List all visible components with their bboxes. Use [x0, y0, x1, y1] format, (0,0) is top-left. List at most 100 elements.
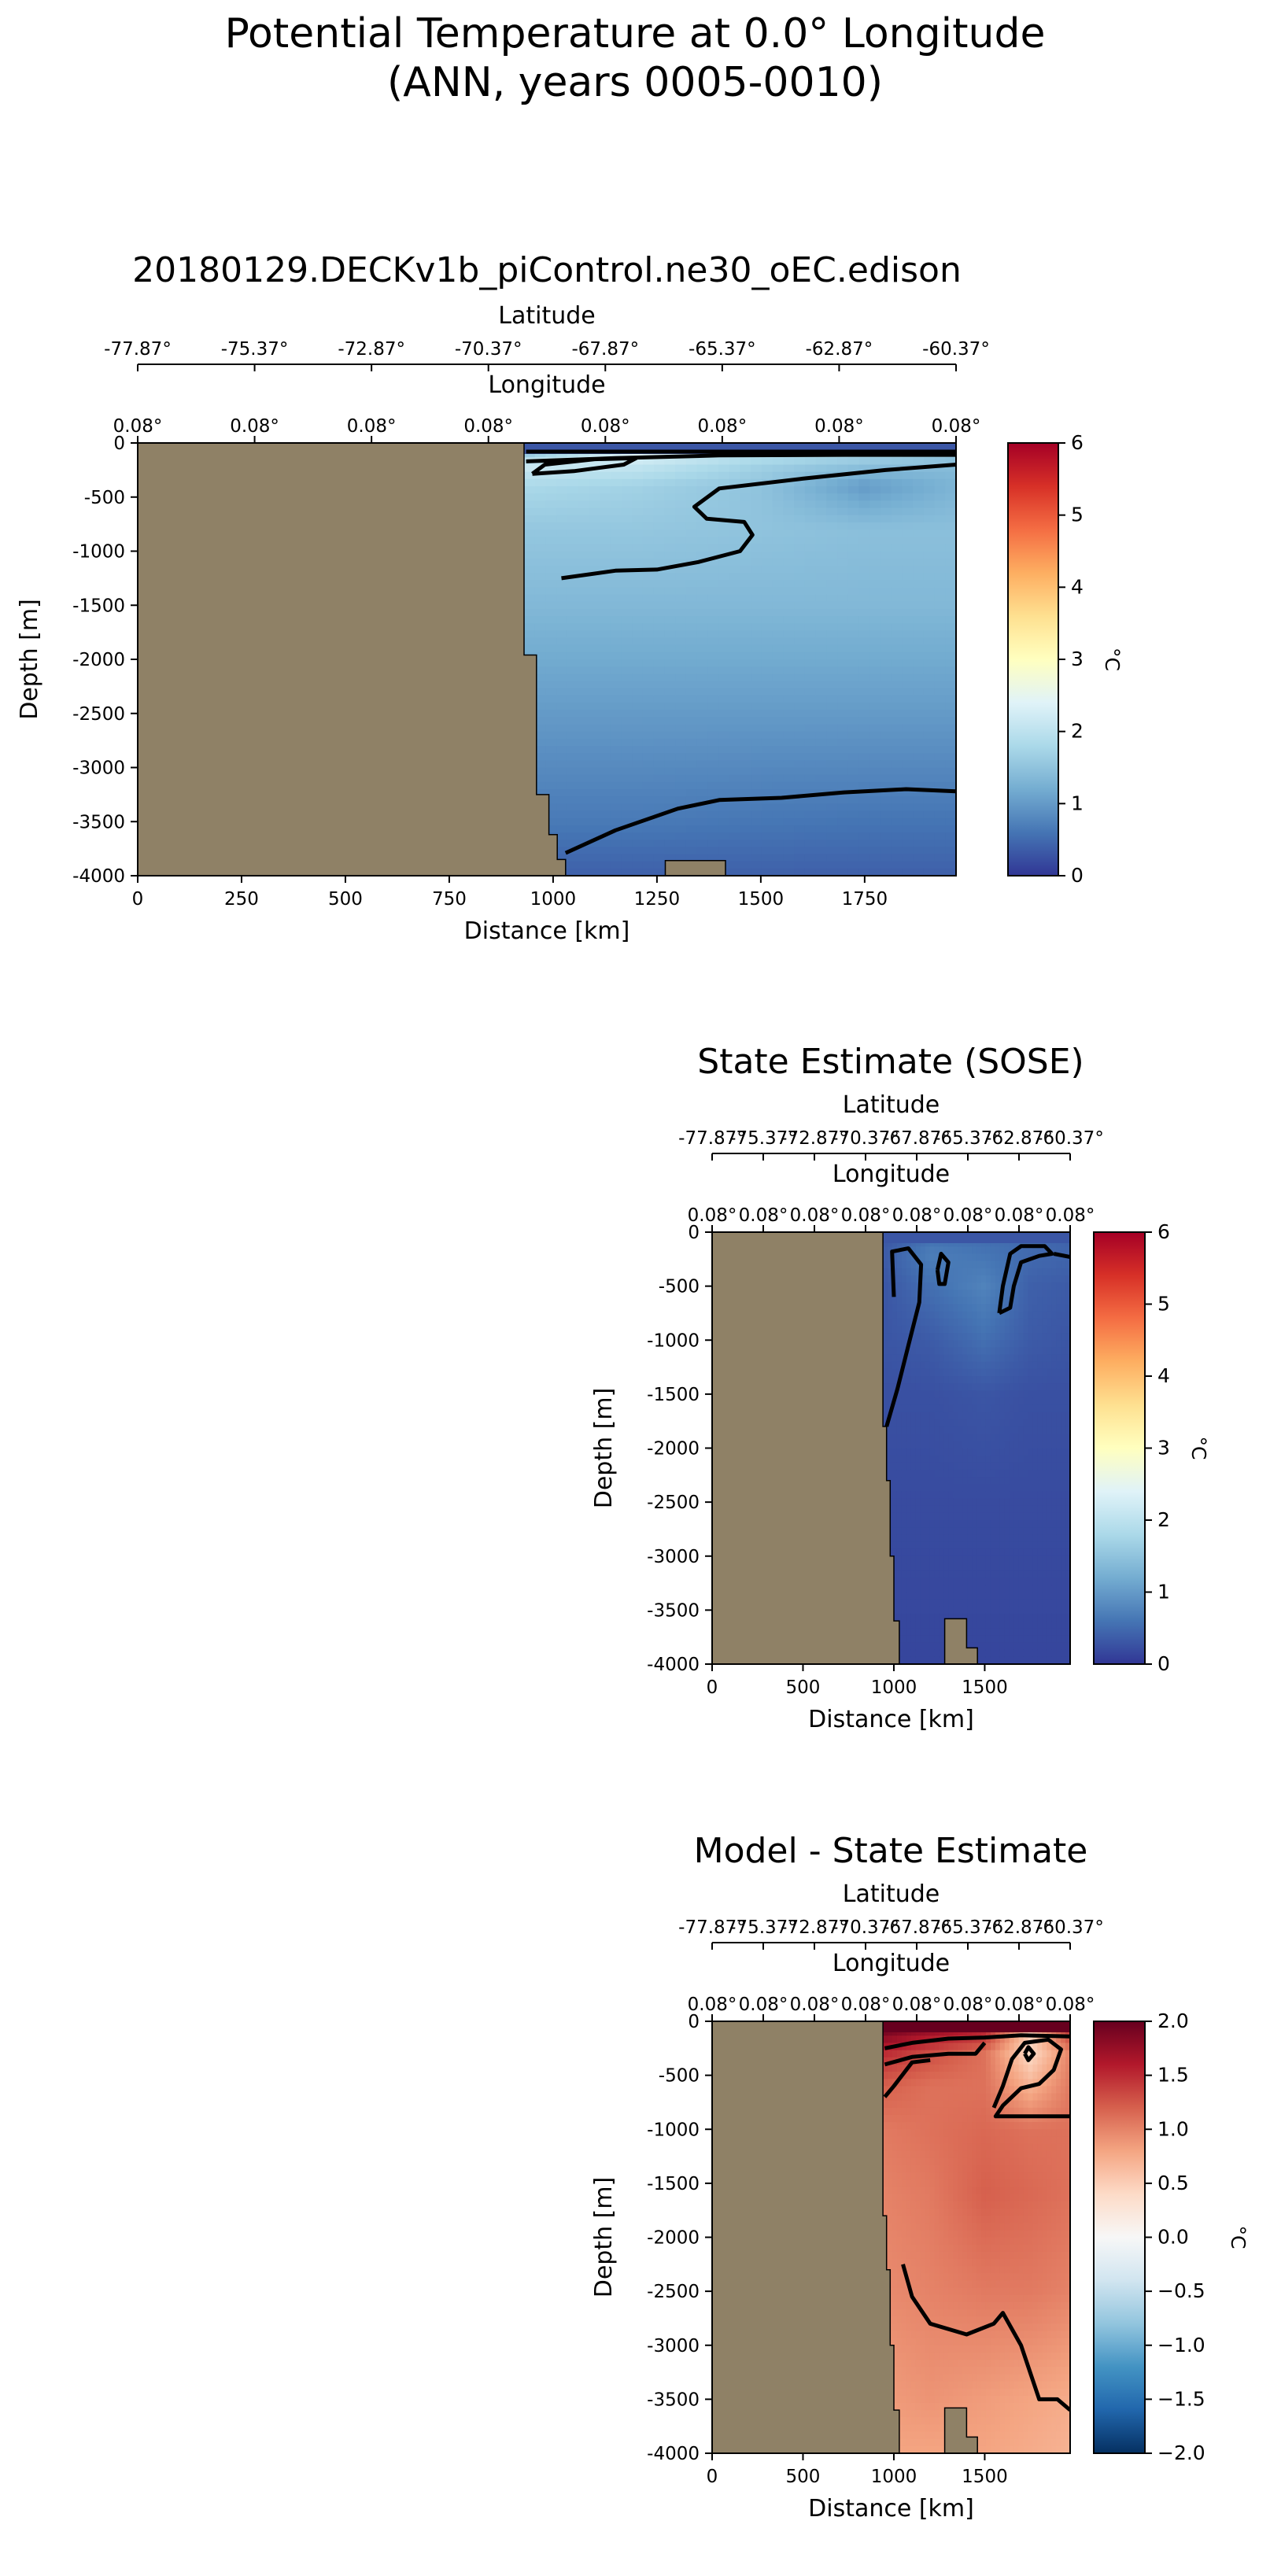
field-cell: [643, 768, 655, 776]
field-cell: [664, 775, 676, 783]
field-cell: [578, 609, 590, 617]
field-cell: [1056, 1570, 1061, 1578]
y-tick-label: -2000: [72, 650, 125, 670]
field-cell: [883, 1305, 888, 1312]
field-cell: [535, 573, 547, 581]
field-cell: [578, 544, 590, 552]
field-cell: [589, 847, 600, 854]
field-cell: [892, 652, 903, 660]
field-cell: [958, 1340, 963, 1348]
field-cell: [925, 1275, 931, 1283]
y-tick-label: 0: [688, 1223, 700, 1243]
field-cell: [707, 616, 719, 624]
field-cell: [1010, 1355, 1015, 1363]
field-cell: [1028, 1578, 1033, 1585]
field-cell: [930, 1340, 936, 1348]
longitude-tick-label: 0.08°: [814, 416, 864, 437]
field-cell: [718, 623, 730, 631]
field-cell: [675, 623, 687, 631]
field-cell: [939, 1383, 944, 1391]
field-cell: [935, 760, 947, 768]
field-cell: [816, 522, 828, 530]
field-cell: [740, 789, 751, 797]
field-cell: [1028, 1297, 1033, 1305]
field-cell: [888, 1369, 893, 1377]
field-cell: [913, 530, 925, 537]
field-cell: [1032, 1297, 1038, 1305]
field-cell: [632, 559, 644, 566]
field-cell: [848, 609, 860, 617]
field-cell: [783, 486, 795, 494]
field-cell: [925, 1527, 931, 1535]
field-cell: [556, 580, 568, 588]
field-cell: [902, 1477, 907, 1485]
field-cell: [1061, 1592, 1066, 1600]
field-cell: [991, 1527, 996, 1535]
field-cell: [924, 862, 936, 869]
field-cell: [1037, 1297, 1043, 1305]
field-cell: [1019, 1621, 1024, 1629]
x-axis-label: Distance [km]: [464, 917, 630, 945]
field-cell: [1024, 1390, 1029, 1398]
field-cell: [1024, 1628, 1029, 1636]
field-cell: [1047, 1347, 1052, 1355]
field-cell: [948, 1541, 954, 1549]
field-cell: [794, 616, 806, 624]
field-cell: [986, 1253, 991, 1261]
field-cell: [1010, 1592, 1015, 1600]
field-cell: [621, 472, 633, 480]
field-cell: [869, 645, 881, 653]
field-cell: [902, 753, 914, 761]
field-cell: [1005, 1607, 1010, 1615]
field-cell: [751, 666, 762, 674]
field-cell: [924, 544, 936, 552]
field-cell: [740, 595, 751, 603]
field-cell: [1051, 1621, 1057, 1629]
field-cell: [740, 768, 751, 776]
field-cell: [972, 1441, 977, 1449]
field-cell: [567, 710, 579, 718]
field-cell: [632, 587, 644, 595]
field-cell: [935, 1340, 940, 1348]
field-cell: [1042, 1650, 1047, 1658]
field-cell: [524, 559, 536, 566]
field-cell: [545, 688, 557, 696]
field-cell: [1037, 1305, 1043, 1312]
field-cell: [664, 515, 676, 523]
field-cell: [981, 1621, 987, 1629]
field-cell: [943, 1369, 949, 1377]
field-cell: [916, 1541, 921, 1549]
field-cell: [600, 681, 611, 689]
field-cell: [902, 1491, 907, 1499]
field-cell: [1056, 1397, 1061, 1405]
field-cell: [967, 1355, 973, 1363]
field-cell: [986, 1592, 991, 1600]
field-cell: [972, 1326, 977, 1334]
field-cell: [1000, 1340, 1006, 1348]
field-cell: [686, 688, 698, 696]
field-cell: [930, 1282, 936, 1290]
field-cell: [783, 811, 795, 819]
field-cell: [1014, 1463, 1020, 1471]
field-cell: [935, 1470, 940, 1478]
field-cell: [773, 580, 785, 588]
field-cell: [1051, 1614, 1057, 1622]
field-cell: [981, 1650, 987, 1658]
field-cell: [930, 1383, 936, 1391]
field-cell: [611, 479, 622, 487]
field-cell: [995, 1592, 1001, 1600]
field-cell: [816, 645, 828, 653]
field-cell: [654, 725, 666, 733]
field-cell: [794, 508, 806, 516]
field-cell: [911, 1426, 917, 1434]
field-cell: [632, 703, 644, 710]
field-cell: [794, 595, 806, 603]
field-cell: [953, 1434, 958, 1441]
field-cell: [906, 1607, 912, 1615]
field-cell: [848, 674, 860, 681]
field-cell: [1061, 1621, 1066, 1629]
field-cell: [578, 552, 590, 559]
field-cell: [930, 1600, 936, 1607]
field-cell: [976, 1426, 982, 1434]
field-cell: [567, 717, 579, 725]
